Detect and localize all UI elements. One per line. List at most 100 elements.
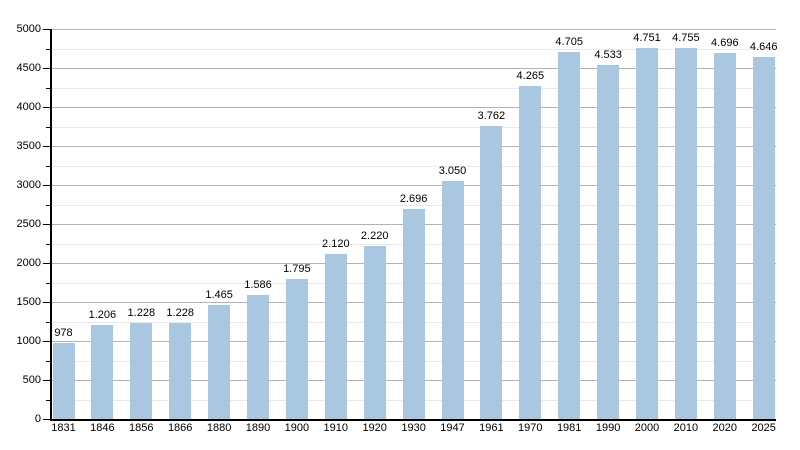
major-gridline (51, 107, 776, 108)
x-axis-tick-label: 1961 (479, 422, 504, 434)
bar-value-label: 2.220 (360, 229, 389, 242)
bar-value-label: 3.050 (438, 165, 467, 178)
major-gridline (51, 68, 776, 69)
minor-gridline (51, 126, 776, 128)
y-axis-major-tick (43, 107, 50, 108)
bar (480, 125, 503, 419)
bar (441, 181, 464, 419)
major-gridline (51, 185, 776, 186)
x-axis-tick-label: 1920 (362, 422, 387, 434)
minor-gridline (51, 48, 776, 50)
bar-value-label: 1.586 (244, 279, 272, 292)
y-axis-tick-label: 4000 (16, 101, 41, 113)
bar (247, 295, 269, 419)
y-axis-tick-label: 5000 (16, 23, 41, 35)
bar (91, 324, 114, 419)
bar-value-label: 1.795 (283, 262, 311, 275)
bar (324, 253, 347, 419)
bar (519, 86, 542, 419)
bar-value-label: 978 (54, 326, 73, 339)
y-axis-major-tick (43, 146, 50, 147)
x-axis-tick-label: 1990 (595, 422, 621, 434)
bar (674, 48, 697, 419)
x-axis-tick-label: 1890 (245, 422, 271, 434)
y-axis-tick-label: 3000 (16, 179, 41, 191)
bar (558, 52, 581, 419)
y-axis-minor-tick (46, 87, 50, 89)
x-axis-tick-label: 1831 (51, 422, 76, 434)
bar-value-label: 4.265 (516, 70, 545, 83)
x-axis-tick-label: 1856 (129, 422, 154, 434)
y-axis-major-tick (43, 302, 50, 303)
bar-value-label: 4.705 (555, 36, 583, 48)
bar (208, 304, 231, 419)
x-axis-tick-label: 1930 (401, 422, 426, 434)
y-axis-tick-label: 0 (34, 413, 41, 425)
bar-value-label: 4.755 (672, 32, 700, 45)
y-axis-major-tick (43, 224, 50, 225)
minor-gridline (51, 165, 776, 167)
major-gridline (51, 146, 776, 147)
bar-value-label: 2.120 (322, 237, 350, 250)
y-axis-major-tick (43, 380, 50, 381)
x-axis-tick-label: 2010 (673, 422, 699, 434)
bar-value-label: 4.533 (594, 49, 622, 62)
y-axis-tick-label: 2000 (16, 257, 41, 269)
x-axis-tick-label: 1900 (284, 422, 310, 434)
bar (636, 48, 658, 419)
bar (130, 323, 153, 419)
y-axis-tick-label: 1000 (16, 335, 41, 347)
x-axis-tick-label: 2020 (712, 422, 738, 434)
y-axis-minor-tick (46, 165, 50, 167)
bar-value-label: 1.228 (127, 307, 156, 320)
bar (52, 342, 75, 419)
bar-value-label: 4.646 (749, 40, 778, 53)
y-axis-minor-tick (46, 48, 50, 50)
x-axis-tick-label: 1866 (167, 422, 193, 434)
y-axis-minor-tick (46, 204, 50, 206)
y-axis-major-tick (43, 68, 50, 69)
y-axis-tick-label: 3500 (16, 140, 41, 152)
bar-value-label: 1.228 (166, 307, 194, 320)
y-axis-tick-label: 500 (22, 374, 41, 386)
y-axis-major-tick (43, 341, 50, 342)
bar (363, 245, 386, 419)
bar-value-label: 1.206 (88, 308, 117, 321)
y-axis-minor-tick (46, 399, 50, 401)
y-axis-tick-label: 4500 (16, 62, 41, 74)
y-axis-minor-tick (46, 126, 50, 128)
bar (402, 208, 425, 419)
y-axis-minor-tick (46, 243, 50, 245)
y-axis-minor-tick (46, 321, 50, 323)
x-axis-line (50, 419, 776, 421)
bar (713, 52, 736, 419)
y-axis-major-tick (43, 185, 50, 186)
bar (285, 278, 308, 419)
y-axis-line (50, 29, 52, 421)
major-gridline (51, 29, 776, 30)
bar-value-label: 3.762 (477, 109, 506, 122)
bar (169, 323, 192, 419)
x-axis-tick-label: 1910 (323, 422, 349, 434)
x-axis-tick-label: 2025 (751, 422, 776, 434)
y-axis-minor-tick (46, 360, 50, 362)
x-axis-tick-label: 1947 (440, 422, 465, 434)
x-axis-tick-label: 1970 (518, 422, 543, 434)
bar (597, 65, 620, 419)
y-axis-minor-tick (46, 282, 50, 284)
y-axis-major-tick (43, 419, 50, 420)
y-axis-major-tick (43, 263, 50, 264)
bar-value-label: 1.465 (205, 288, 233, 301)
x-axis-tick-label: 2000 (634, 422, 660, 434)
x-axis-tick-label: 1880 (206, 422, 232, 434)
x-axis-tick-label: 1846 (90, 422, 115, 434)
x-axis-tick-label: 1981 (556, 422, 582, 434)
bar-value-label: 4.751 (633, 32, 661, 45)
bar (752, 56, 775, 419)
y-axis-tick-label: 2500 (16, 218, 41, 230)
y-axis-major-tick (43, 29, 50, 30)
bar-value-label: 2.696 (399, 192, 428, 205)
